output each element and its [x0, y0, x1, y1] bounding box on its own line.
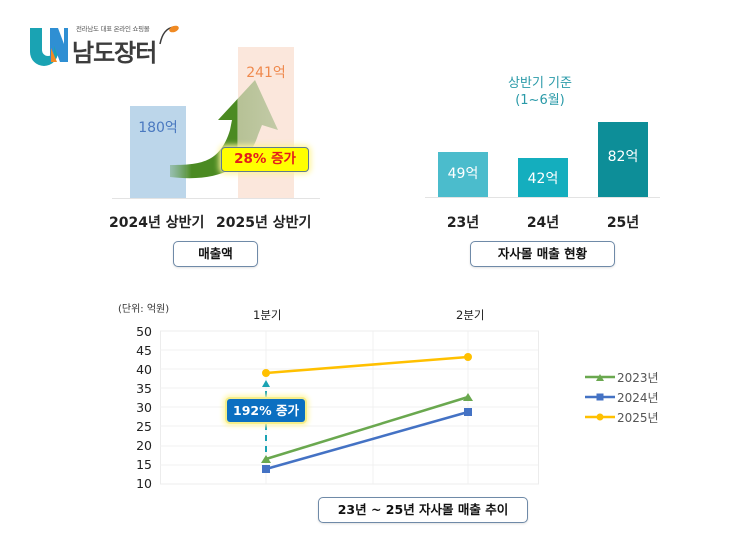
- bar-value-2025: 241억: [246, 65, 286, 81]
- chart-legend: 2023년 2024년 2025년: [585, 367, 659, 427]
- bar-2024-h1: [130, 106, 186, 198]
- legend-square-icon: [585, 393, 615, 401]
- y-tick-50: 50: [136, 324, 152, 339]
- legend-label-2024: 2024년: [617, 390, 659, 405]
- legend-circle-icon: [585, 413, 615, 421]
- y-tick-30: 30: [136, 400, 152, 415]
- y-tick-20: 20: [136, 438, 152, 453]
- bar-24: 42억: [518, 158, 568, 197]
- y-tick-40: 40: [136, 362, 152, 377]
- caption-own-mall: 자사몰 매출 현황: [470, 241, 615, 267]
- legend-label-2025: 2025년: [617, 410, 659, 425]
- bar-23: 49억: [438, 152, 488, 197]
- logo-tagline: 전라남도 대표 온라인 쇼핑몰: [76, 25, 150, 33]
- y-tick-45: 45: [136, 343, 152, 358]
- subtitle-line1: 상반기 기준: [508, 76, 572, 91]
- own-x-axis-line: [425, 197, 660, 198]
- bar-25: 82억: [598, 122, 648, 197]
- logo: 전라남도 대표 온라인 쇼핑몰 남도장터: [28, 20, 179, 70]
- bar-value-24: 42억: [527, 171, 559, 187]
- legend-item-2023: 2023년: [585, 367, 659, 387]
- y-tick-25: 25: [136, 419, 152, 434]
- bar-value-23: 49억: [447, 166, 479, 182]
- y-tick-15: 15: [136, 457, 152, 472]
- logo-mark-icon: [30, 28, 68, 66]
- growth-badge-28: 28% 증가: [221, 147, 309, 172]
- category-2024-h1: 2024년 상반기: [109, 215, 205, 231]
- unit-label: (단위: 억원): [118, 304, 170, 315]
- legend-item-2024: 2024년: [585, 387, 659, 407]
- growth-arrow-icon: [170, 80, 278, 179]
- bar-value-2024: 180억: [138, 120, 178, 136]
- growth-badge-192: 192% 증가: [225, 397, 307, 424]
- quarter-label-1: 1분기: [253, 308, 282, 322]
- legend-item-2025: 2025년: [585, 407, 659, 427]
- caption-trend: 23년 ~ 25년 자사몰 매출 추이: [318, 497, 528, 523]
- y-tick-10: 10: [136, 476, 152, 491]
- own-mall-subtitle: 상반기 기준 (1~6월): [470, 75, 610, 109]
- category-24: 24년: [526, 215, 560, 231]
- subtitle-line2: (1~6월): [515, 93, 565, 108]
- caption-sales: 매출액: [173, 241, 258, 267]
- quarter-label-2: 2분기: [456, 308, 485, 322]
- category-25: 25년: [606, 215, 640, 231]
- category-23: 23년: [446, 215, 480, 231]
- line-chart-plot: [160, 330, 539, 485]
- bar-value-25: 82억: [607, 149, 639, 165]
- legend-label-2023: 2023년: [617, 370, 659, 385]
- logo-name: 남도장터: [72, 39, 157, 67]
- leaf-icon: [159, 25, 179, 45]
- y-tick-35: 35: [136, 381, 152, 396]
- x-axis-line: [112, 198, 320, 199]
- legend-triangle-icon: [585, 374, 615, 381]
- category-2025-h1: 2025년 상반기: [216, 215, 312, 231]
